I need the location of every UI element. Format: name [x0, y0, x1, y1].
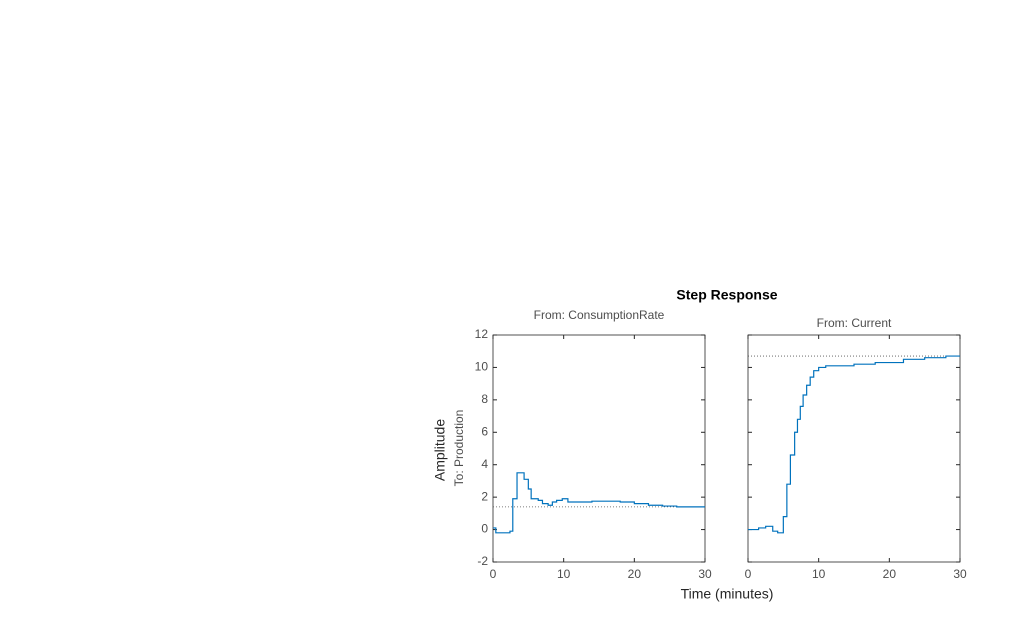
- axes-box: [492, 334, 706, 563]
- x-tick-label: 20: [883, 567, 897, 581]
- y-tick-label: -2: [477, 554, 488, 568]
- x-tick-label: 30: [953, 567, 967, 581]
- subplot-title: From: Current: [817, 316, 892, 330]
- y-tick-label: 0: [481, 522, 488, 536]
- x-tick-label: 0: [745, 567, 752, 581]
- chart-title: Step Response: [676, 287, 777, 303]
- x-axis-label: Time (minutes): [681, 586, 774, 602]
- step-line: [493, 472, 705, 534]
- y-tick-label: 12: [475, 327, 489, 341]
- y-tick-label: 8: [481, 392, 488, 406]
- subplot-title: From: ConsumptionRate: [534, 308, 665, 322]
- y-axis-label: Amplitude: [432, 419, 448, 481]
- x-tick-label: 30: [698, 567, 712, 581]
- y-tick-label: 4: [481, 457, 488, 471]
- x-tick-label: 10: [812, 567, 826, 581]
- x-tick-label: 0: [490, 567, 497, 581]
- y-tick-label: 2: [481, 489, 488, 503]
- x-tick-label: 10: [557, 567, 571, 581]
- row-label: To: Production: [452, 410, 466, 487]
- y-tick-label: 6: [481, 424, 488, 438]
- step-line: [748, 355, 960, 534]
- y-tick-label: 10: [475, 360, 489, 374]
- axes-box: [747, 334, 961, 563]
- x-tick-label: 20: [628, 567, 642, 581]
